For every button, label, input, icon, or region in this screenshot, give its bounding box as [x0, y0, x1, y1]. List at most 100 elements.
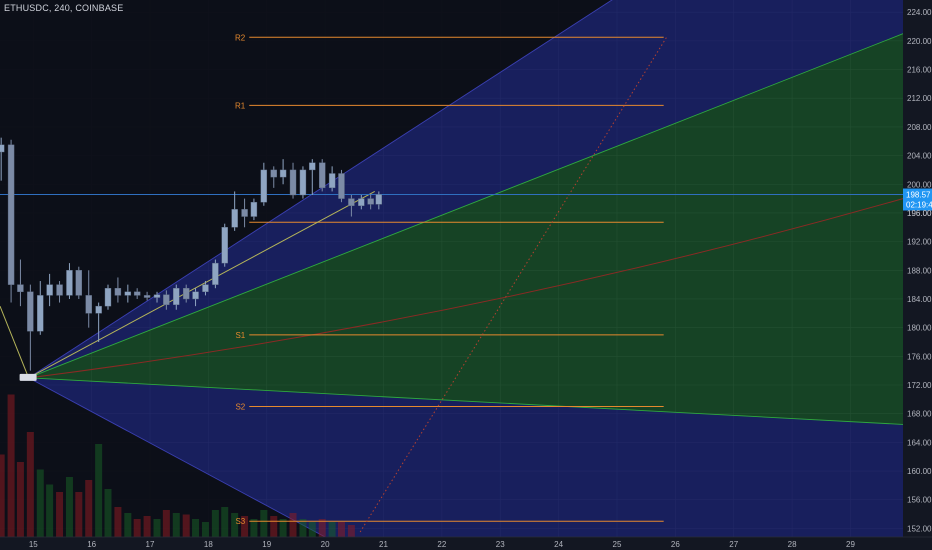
- candle-body: [241, 209, 248, 217]
- candle-body: [124, 291, 132, 296]
- time-axis[interactable]: 15 16 17 18 19 20 21 22 23 24 25 26 27 28 29: [0, 536, 932, 550]
- entry-line: [0, 305, 30, 379]
- volume-bar: [347, 525, 355, 537]
- time-axis-bg[interactable]: [0, 537, 932, 550]
- price-tick-label: 160.00: [907, 467, 932, 476]
- time-tick-label: 27: [729, 540, 738, 549]
- price-tick-label: 184.00: [907, 295, 932, 304]
- price-tick-label: 208.00: [907, 123, 932, 132]
- volume-bar: [36, 469, 44, 537]
- time-tick-label: 26: [671, 540, 680, 549]
- pivot-label-r1: R1: [235, 101, 246, 110]
- fan-ray: [28, 377, 903, 425]
- time-tick-label: 19: [262, 540, 271, 549]
- candle-body: [367, 198, 374, 205]
- time-tick-label: 18: [204, 540, 213, 549]
- candle-body: [358, 198, 365, 206]
- candle-body: [375, 194, 383, 205]
- fan-band-blue-lower: [28, 377, 903, 537]
- price-tick-label: 196.00: [907, 209, 932, 218]
- candle-body: [183, 288, 190, 300]
- volume-bar: [104, 489, 112, 537]
- volume-bar: [337, 522, 345, 537]
- time-tick-label: 29: [846, 540, 855, 549]
- volume-bar: [65, 477, 73, 537]
- volume-bar: [7, 394, 15, 537]
- fan-median-curve: [28, 198, 903, 379]
- price-tick-label: 164.00: [907, 438, 932, 447]
- volume-bar: [270, 516, 278, 537]
- candle-body: [27, 291, 34, 332]
- candle-body: [37, 295, 44, 332]
- volume-bar: [308, 522, 316, 537]
- candle-body: [114, 288, 122, 296]
- trend-line: [28, 190, 375, 379]
- time-tick-label: 25: [613, 540, 622, 549]
- time-tick-label: 15: [29, 540, 38, 549]
- volume-bar: [133, 519, 141, 537]
- candle-body: [192, 291, 199, 300]
- candle-body: [133, 291, 141, 296]
- price-tick-label-196: 196.00: [907, 209, 932, 218]
- volume-bar: [46, 484, 54, 537]
- candle-body: [328, 173, 336, 189]
- volume-bar: [0, 454, 5, 537]
- volume-bar: [279, 519, 287, 537]
- volume-bar: [162, 510, 170, 537]
- candle-body: [212, 262, 219, 285]
- volume-bar: [211, 510, 219, 537]
- shade-upper: [0, 0, 903, 378]
- price-tick-label: 204.00: [907, 152, 932, 161]
- time-tick-label: 24: [554, 540, 563, 549]
- candle-body: [75, 270, 83, 296]
- candles: [0, 137, 383, 371]
- volume-bar: [260, 510, 268, 537]
- volume-bar: [328, 522, 336, 537]
- volume-bar: [241, 516, 249, 537]
- volume-bar: [16, 462, 24, 537]
- price-tick-label: 168.00: [907, 410, 932, 419]
- candle-body: [221, 227, 228, 264]
- time-tick-label: 20: [321, 540, 330, 549]
- candle-body: [260, 169, 268, 203]
- candle-body: [289, 169, 297, 196]
- candle-body: [104, 288, 112, 307]
- price-axis-bg[interactable]: [903, 0, 932, 550]
- pivot-levels: R2 R1 S1 S2 S3: [235, 33, 664, 526]
- volume-bar: [85, 480, 93, 537]
- dotted-projection-line: [359, 37, 668, 533]
- candle-body: [95, 305, 102, 314]
- price-badge-box: [903, 188, 932, 211]
- volume-bar: [289, 513, 297, 537]
- fan-ray: [28, 377, 326, 537]
- candle-body: [0, 144, 5, 153]
- price-tick-label: 152.00: [907, 524, 932, 533]
- volume-bar: [153, 519, 161, 537]
- candle-body: [46, 284, 53, 296]
- fan-band-green: [28, 33, 903, 425]
- volume-bar: [26, 432, 34, 537]
- candle-body: [66, 270, 73, 296]
- pivot-label-s2: S2: [235, 403, 245, 412]
- price-tick-label: 156.00: [907, 496, 932, 505]
- time-tick-label: 28: [788, 540, 797, 549]
- fan-ray: [28, 33, 903, 379]
- volume-bar: [172, 513, 180, 537]
- pivot-label-r2: R2: [235, 33, 246, 42]
- price-tick-label: 172.00: [907, 381, 932, 390]
- candle-body: [85, 295, 92, 314]
- price-tick-label: 188.00: [907, 266, 932, 275]
- price-tick-label: 220.00: [907, 37, 932, 46]
- volume-bar: [221, 507, 229, 537]
- price-tick-label: 224.00: [907, 8, 932, 17]
- fan-origin-marker[interactable]: [19, 373, 37, 381]
- price-axis[interactable]: 152.00 156.00 160.00 164.00 168.00 172.00 176.…: [903, 0, 932, 550]
- volume-bar: [95, 444, 103, 537]
- price-tick-label: 176.00: [907, 352, 932, 361]
- time-tick-label: 16: [87, 540, 96, 549]
- volume-bar: [299, 519, 307, 537]
- time-tick-label: 22: [437, 540, 446, 549]
